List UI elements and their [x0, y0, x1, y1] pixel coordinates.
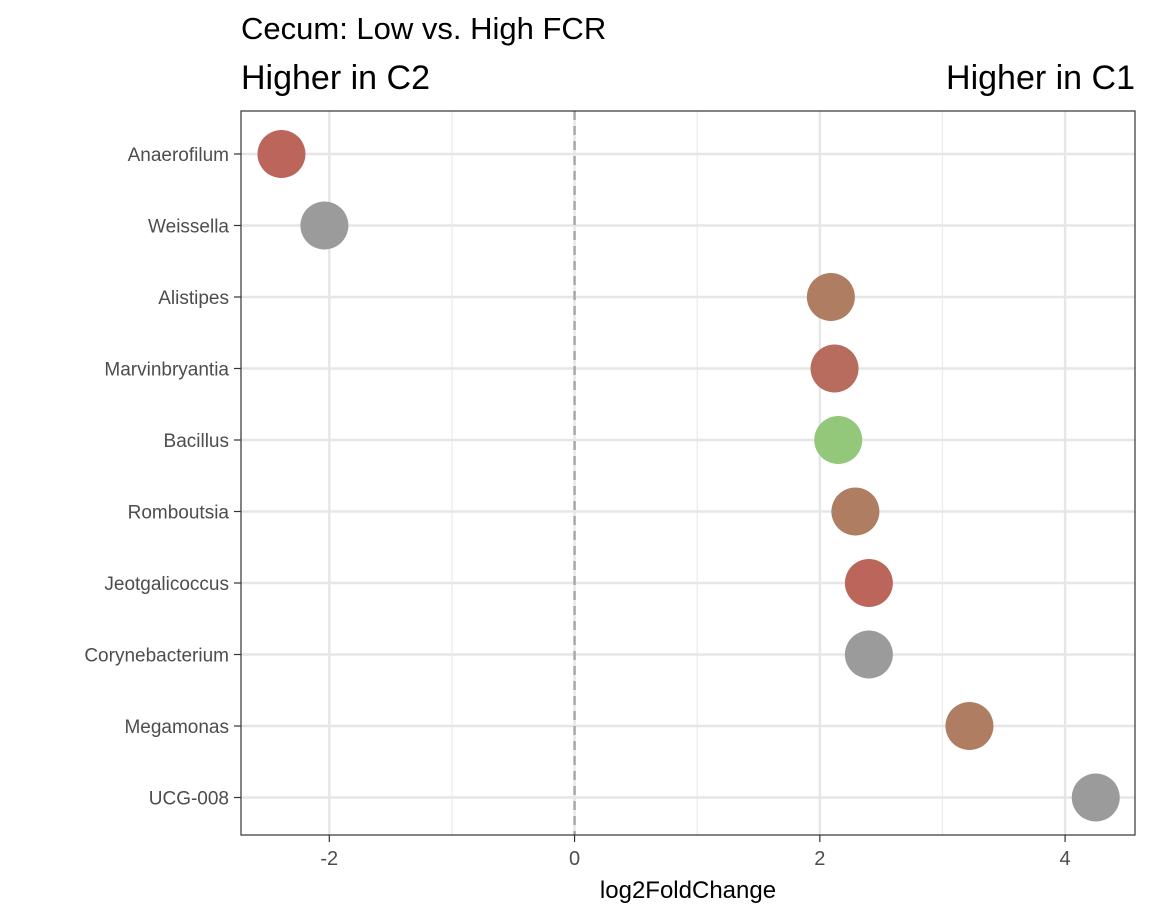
x-tick-label: -2 — [320, 848, 338, 870]
y-tick-label: Corynebacterium — [84, 646, 229, 667]
x-axis-title: log2FoldChange — [600, 877, 776, 904]
data-point — [1071, 773, 1120, 822]
y-axis: Anaerofilum Weissella Alistipes Marvinbryan… — [84, 145, 241, 810]
y-tick-label: UCG-008 — [149, 789, 229, 810]
y-tick-label: Alistipes — [158, 288, 229, 309]
data-points — [257, 130, 1120, 822]
y-tick-label: Bacillus — [164, 431, 229, 452]
x-axis: -2 0 2 4 — [320, 835, 1071, 870]
y-tick-label: Megamonas — [124, 717, 229, 738]
grid — [241, 111, 1135, 835]
data-point — [257, 130, 306, 178]
data-point — [844, 630, 893, 679]
data-point — [806, 273, 855, 321]
plot-panel-border — [240, 110, 1136, 836]
y-tick-label: Anaerofilum — [128, 145, 229, 166]
data-point — [814, 416, 863, 464]
x-tick-label: 4 — [1060, 848, 1071, 870]
x-tick-label: 0 — [569, 848, 580, 870]
data-point — [300, 201, 349, 250]
data-point — [945, 702, 994, 750]
x-tick-label: 2 — [814, 848, 825, 870]
chart-title: Cecum: Low vs. High FCR — [241, 11, 606, 46]
y-tick-label: Marvinbryantia — [104, 360, 229, 381]
annotation-right: Higher in C1 — [946, 59, 1135, 97]
data-point — [844, 559, 893, 607]
data-point — [831, 487, 880, 536]
annotation-left: Higher in C2 — [241, 59, 430, 97]
y-tick-label: Jeotgalicoccus — [104, 574, 229, 595]
y-tick-label: Weissella — [148, 217, 229, 238]
y-tick-label: Romboutsia — [128, 503, 230, 524]
data-point — [810, 344, 859, 393]
